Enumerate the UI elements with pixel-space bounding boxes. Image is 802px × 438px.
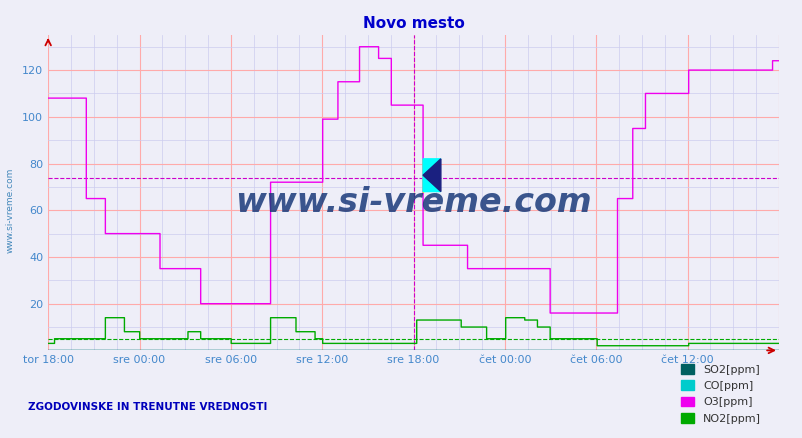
Text: ZGODOVINSKE IN TRENUTNE VREDNOSTI: ZGODOVINSKE IN TRENUTNE VREDNOSTI: [28, 402, 267, 412]
Polygon shape: [423, 159, 440, 191]
Text: www.si-vreme.com: www.si-vreme.com: [235, 186, 591, 219]
Polygon shape: [423, 175, 440, 191]
Title: Novo mesto: Novo mesto: [363, 16, 464, 31]
Legend: SO2[ppm], CO[ppm], O3[ppm], NO2[ppm]: SO2[ppm], CO[ppm], O3[ppm], NO2[ppm]: [675, 360, 764, 428]
Text: www.si-vreme.com: www.si-vreme.com: [5, 168, 14, 253]
Polygon shape: [423, 159, 440, 175]
